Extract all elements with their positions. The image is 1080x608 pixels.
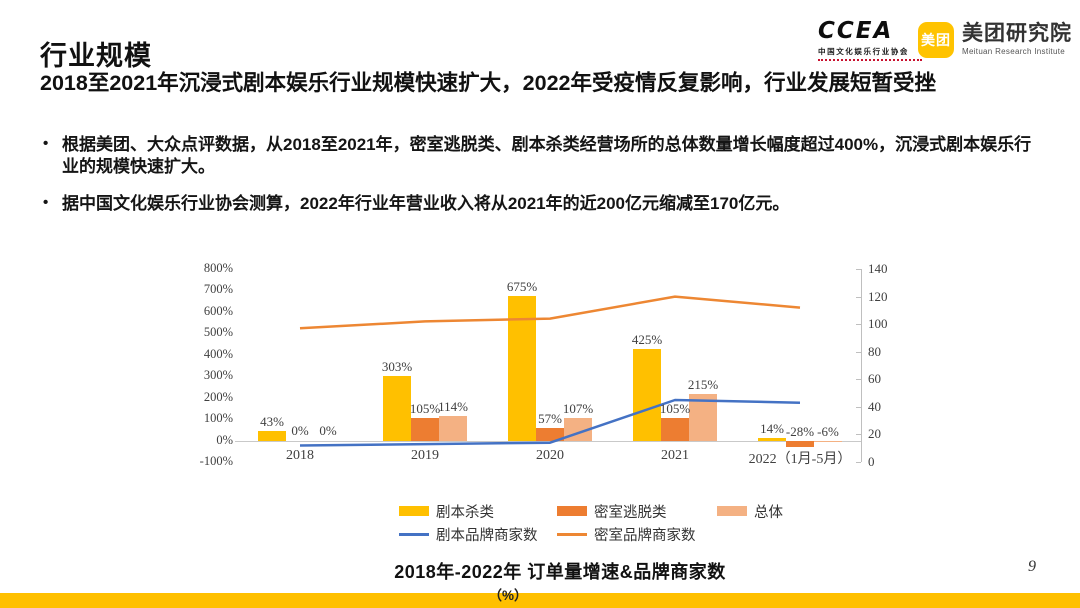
bar-密室逃脱类 (411, 418, 439, 441)
bar-总体 (814, 440, 842, 442)
line-密室品牌商家数 (299, 295, 801, 330)
legend-item-剧本杀类: 剧本杀类 (399, 504, 494, 521)
x-axis-line (235, 440, 861, 442)
bar-data-label: 57% (538, 411, 562, 427)
y-axis-right-tickmark (856, 269, 861, 270)
y-axis-left-tick: 400% (203, 346, 233, 361)
bullet-item: 据中国文化娱乐行业协会测算，2022年行业年营业收入将从2021年的近200亿元… (40, 193, 1048, 215)
meituan-logo: 美团 美团研究院 Meituan Research Institute (918, 22, 1072, 58)
bar-data-label: 107% (562, 400, 594, 416)
legend-line-swatch-icon (399, 532, 429, 536)
ccea-logo-text: CCEA (818, 18, 894, 44)
bar-data-label: 105% (409, 401, 441, 417)
bullet-list: 根据美团、大众点评数据，从2018至2021年，密室逃脱类、剧本杀类经营场所的总… (40, 134, 1048, 229)
bar-data-label: 14% (760, 420, 784, 436)
y-axis-right-tick: 60 (868, 371, 881, 387)
x-axis-tick: 2020 (536, 448, 564, 463)
page-number: 9 (1028, 558, 1036, 575)
x-axis-tick: 2019 (411, 448, 439, 463)
legend-item-剧本品牌商家数: 剧本品牌商家数 (399, 527, 538, 544)
legend-item-密室逃脱类: 密室逃脱类 (557, 504, 667, 521)
legend-bar-swatch-icon (717, 506, 747, 516)
ccea-logo-subtext: 中国文化娱乐行业协会 (818, 47, 909, 56)
bar-data-label: 43% (260, 414, 284, 430)
y-axis-right-tickmark (856, 351, 861, 353)
y-axis-left-tick: 700% (203, 282, 233, 297)
y-axis-right-tickmark (856, 406, 861, 408)
y-axis-right-tickmark (856, 462, 861, 463)
y-axis-right-tickmark (856, 379, 861, 381)
bar-data-label: 303% (381, 358, 413, 374)
bullet-item: 根据美团、大众点评数据，从2018至2021年，密室逃脱类、剧本杀类经营场所的总… (40, 134, 1048, 179)
y-axis-right-tick: 40 (868, 398, 881, 414)
legend-label: 剧本品牌商家数 (436, 527, 538, 544)
y-axis-left-tick: 300% (203, 368, 233, 383)
legend-label: 剧本杀类 (436, 504, 494, 521)
chart-caption: 2018年-2022年 订单量增速&品牌商家数 (394, 562, 726, 582)
bar-剧本杀类 (633, 349, 661, 441)
meituan-institute-subtext: Meituan Research Institute (962, 47, 1065, 57)
x-axis-tick: 2018 (286, 448, 314, 463)
bar-data-label: 425% (631, 332, 663, 348)
bar-data-label: 0% (291, 423, 309, 438)
ccea-red-line (818, 59, 922, 61)
footer-accent-bar (0, 593, 1080, 608)
y-axis-right-tick: 20 (868, 426, 881, 442)
bar-密室逃脱类 (786, 440, 814, 447)
bar-密室逃脱类 (661, 418, 689, 441)
y-axis-right-tickmark (856, 324, 861, 326)
legend-bar-swatch-icon (399, 506, 429, 516)
bar-剧本杀类 (258, 431, 286, 441)
y-axis-left-tick: 500% (203, 325, 233, 340)
meituan-institute-name: 美团研究院 (962, 22, 1072, 45)
y-axis-left-tick: 100% (203, 411, 233, 426)
y-axis-right-line (861, 269, 862, 462)
legend-label: 总体 (754, 504, 783, 521)
x-axis-tick: 2021 (661, 448, 689, 463)
y-axis-right-tick: 100 (868, 316, 888, 332)
bar-data-label: 215% (687, 377, 719, 393)
bar-data-label: -6% (817, 424, 839, 439)
bar-data-label: 0% (319, 423, 337, 438)
meituan-badge-icon: 美团 (918, 22, 954, 58)
bar-data-label: 114% (438, 399, 468, 415)
y-axis-right-tickmark (856, 434, 861, 436)
legend-label: 密室逃脱类 (594, 504, 667, 521)
y-axis-left-tick: 0% (216, 432, 233, 447)
y-axis-right-tick: 120 (868, 288, 888, 304)
y-axis-left-tick: 600% (203, 303, 233, 318)
page-subtitle: 2018至2021年沉浸式剧本娱乐行业规模快速扩大，2022年受疫情反复影响，行… (40, 71, 936, 95)
y-axis-left-tick: -100% (199, 454, 233, 468)
y-axis-right-tickmark (856, 296, 861, 298)
y-axis-left-tick: 800% (203, 261, 233, 275)
bar-data-label: 675% (506, 278, 538, 294)
bar-data-label: 105% (659, 401, 691, 417)
legend-bar-swatch-icon (557, 506, 587, 516)
bar-data-label: -28% (785, 424, 815, 439)
y-axis-left-tick: 200% (203, 389, 233, 404)
y-axis-right-tick: 80 (868, 343, 881, 359)
legend-item-密室品牌商家数: 密室品牌商家数 (557, 527, 696, 544)
y-axis-right-tick: 140 (868, 261, 888, 276)
bar-密室逃脱类 (536, 428, 564, 441)
x-axis-tick: 2022（1月-5月） (748, 452, 852, 467)
legend-label: 密室品牌商家数 (594, 527, 696, 544)
axis-unit-label: （%） (488, 588, 528, 603)
legend-item-总体: 总体 (717, 504, 783, 521)
page-title: 行业规模 (40, 41, 152, 71)
bar-总体 (439, 416, 467, 441)
legend-line-swatch-icon (557, 532, 587, 536)
y-axis-right-tick: 0 (868, 454, 875, 469)
